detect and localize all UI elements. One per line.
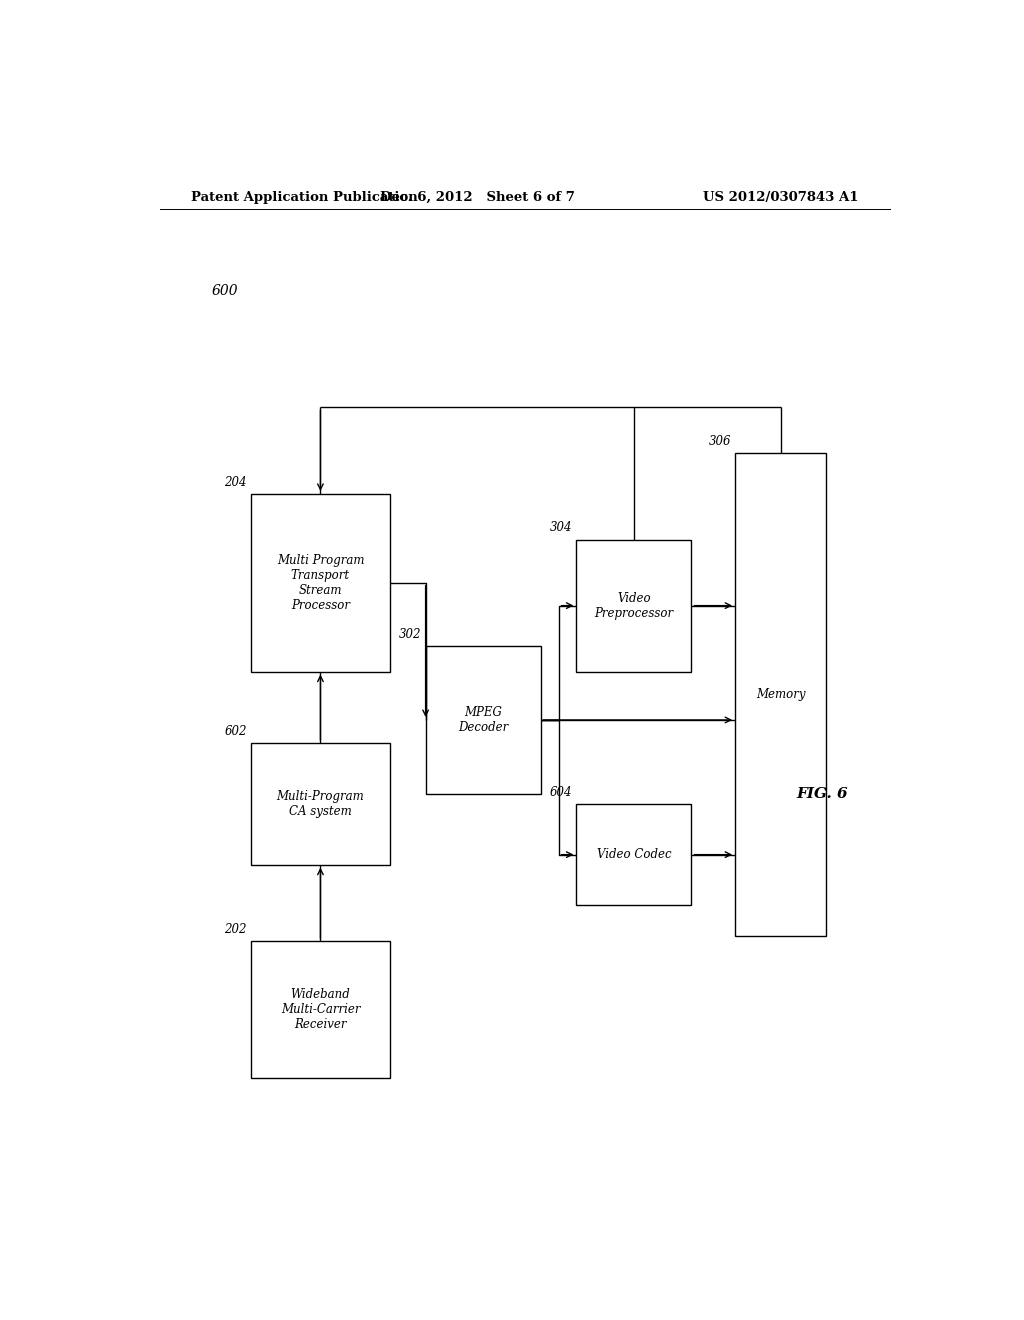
- Text: Multi Program
Transport
Stream
Processor: Multi Program Transport Stream Processor: [276, 554, 365, 611]
- Bar: [251, 743, 390, 865]
- Text: Dec. 6, 2012   Sheet 6 of 7: Dec. 6, 2012 Sheet 6 of 7: [380, 190, 574, 203]
- Text: Video Codec: Video Codec: [597, 849, 672, 861]
- Text: 600: 600: [211, 284, 238, 297]
- Text: Multi-Program
CA system: Multi-Program CA system: [276, 789, 365, 818]
- Text: MPEG
Decoder: MPEG Decoder: [458, 706, 508, 734]
- Bar: [426, 647, 541, 793]
- Text: 604: 604: [550, 785, 572, 799]
- Bar: [251, 941, 390, 1078]
- Text: FIG. 6: FIG. 6: [797, 787, 848, 801]
- Bar: [577, 804, 691, 906]
- Text: 302: 302: [399, 628, 422, 642]
- Text: 304: 304: [550, 521, 572, 535]
- Text: 602: 602: [224, 725, 247, 738]
- Text: 202: 202: [224, 923, 247, 936]
- Text: 306: 306: [709, 436, 731, 447]
- Text: Patent Application Publication: Patent Application Publication: [191, 190, 418, 203]
- Text: Memory: Memory: [756, 688, 806, 701]
- Text: Video
Preprocessor: Video Preprocessor: [594, 591, 674, 619]
- Bar: [251, 494, 390, 672]
- Bar: [735, 453, 826, 936]
- Text: 204: 204: [224, 475, 247, 488]
- Text: Wideband
Multi-Carrier
Receiver: Wideband Multi-Carrier Receiver: [281, 989, 360, 1031]
- Text: US 2012/0307843 A1: US 2012/0307843 A1: [702, 190, 858, 203]
- Bar: [577, 540, 691, 672]
